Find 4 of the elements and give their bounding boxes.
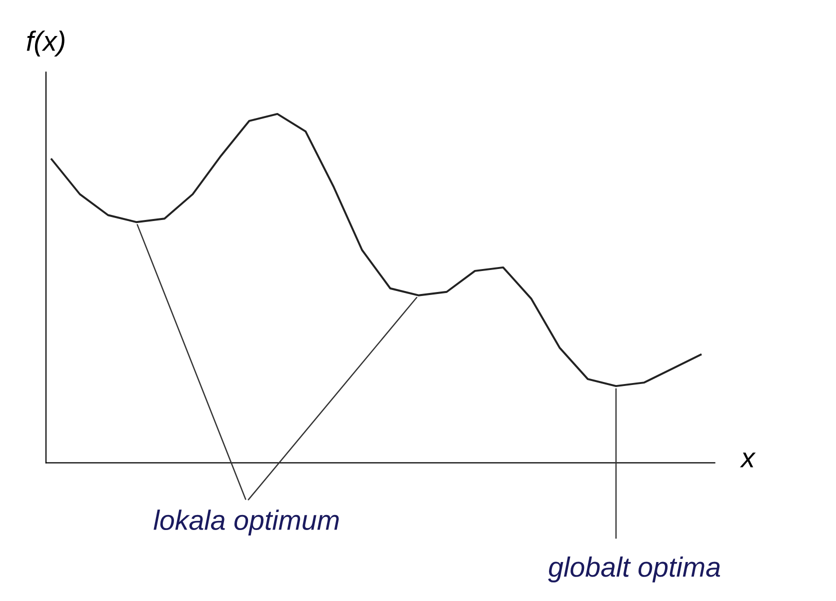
text: lokala optimum xyxy=(154,510,339,536)
y-axis-title: f(x) xyxy=(26,30,64,56)
x-axis-title: x xyxy=(740,452,756,468)
text: globalt optima xyxy=(548,556,720,582)
